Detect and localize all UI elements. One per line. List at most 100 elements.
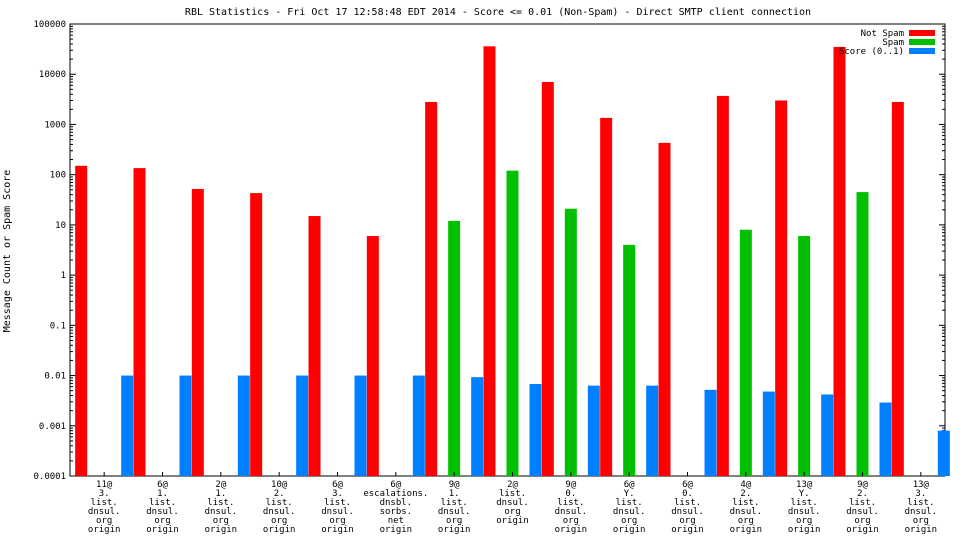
category-label-line: origin (846, 525, 879, 535)
category-label-line: list. (791, 498, 818, 508)
category-label-line: 2@ (215, 480, 226, 490)
bar-score (237, 375, 250, 476)
category-labels: 11@3.list.dnsul.orgorigin6@1.list.dnsul.… (88, 472, 937, 535)
category-label-line: 9@ (449, 480, 460, 490)
category-label-line: 10@ (271, 480, 288, 490)
category-label-line: 4@ (740, 480, 751, 490)
category-label-line: origin (730, 525, 763, 535)
legend-label-not-spam: Not Spam (861, 29, 904, 39)
bar-not-spam (716, 95, 729, 477)
legend-label-score: Score (0..1) (839, 47, 904, 57)
bar-score (296, 375, 309, 476)
category-label-line: 0. (682, 489, 693, 499)
y-tick-label: 0.1 (50, 321, 66, 331)
y-tick-label: 100000 (33, 20, 66, 30)
category-label-line: origin (671, 525, 704, 535)
bar-not-spam (308, 216, 321, 476)
bar-not-spam (133, 168, 146, 476)
category-label-line: dnsul. (730, 507, 763, 517)
category-label-line: org (271, 516, 287, 526)
legend-swatch-spam (909, 39, 935, 45)
bar-not-spam (541, 82, 554, 476)
bar-spam (506, 170, 519, 476)
category-label-line: org (96, 516, 112, 526)
bar-not-spam (483, 46, 496, 476)
category-label-line: org (329, 516, 345, 526)
legend-swatch-score (909, 48, 935, 54)
category-label-line: org (504, 507, 520, 517)
category-label-line: 3. (99, 489, 110, 499)
category-label-line: origin (438, 525, 471, 535)
category-label-line: dnsul. (905, 507, 938, 517)
category-label-line: dnsul. (263, 507, 296, 517)
category-label-line: dnsul. (671, 507, 704, 517)
bar-score (821, 394, 834, 476)
category-label-line: org (446, 516, 462, 526)
category-label-line: origin (788, 525, 821, 535)
category-label-line: 13@ (796, 480, 813, 490)
category-label-line: org (621, 516, 637, 526)
category-label-line: 2. (857, 489, 868, 499)
bar-spam (739, 229, 752, 476)
category-label-line: 1. (157, 489, 168, 499)
category-label-line: dnsul. (438, 507, 471, 517)
y-tick-label: 1000 (44, 120, 66, 130)
category-label-line: 6@ (624, 480, 635, 490)
category-label-line: list. (849, 498, 876, 508)
bar-spam (564, 208, 577, 477)
category-label-line: org (913, 516, 929, 526)
category-label-line: Y. (799, 489, 810, 499)
category-label-line: list. (674, 498, 701, 508)
category-label-line: origin (205, 525, 238, 535)
category-label-line: 9@ (857, 480, 868, 490)
category-label-line: origin (613, 525, 646, 535)
y-tick-label: 1 (61, 271, 66, 281)
category-label-line: sorbs. (380, 507, 413, 517)
category-label-line: origin (905, 525, 938, 535)
y-tick-label: 10000 (39, 70, 66, 80)
category-label-line: dnsul. (321, 507, 354, 517)
category-label-line: dnsul. (555, 507, 588, 517)
bar-not-spam (833, 46, 846, 476)
bar-score (471, 377, 484, 476)
category-label-line: org (854, 516, 870, 526)
category-label-line: 3. (915, 489, 926, 499)
category-label-line: org (213, 516, 229, 526)
bar-not-spam (191, 188, 204, 476)
category-label-line: origin (263, 525, 296, 535)
category-label-line: 6@ (332, 480, 343, 490)
y-tick-label: 10 (55, 221, 66, 231)
legend-label-spam: Spam (882, 38, 904, 48)
category-label-line: org (679, 516, 695, 526)
category-label-line: dnsul. (788, 507, 821, 517)
bar-spam (856, 192, 869, 476)
category-label-line: 0. (565, 489, 576, 499)
bar-not-spam (75, 165, 88, 476)
bars (75, 46, 950, 477)
category-label-line: org (796, 516, 812, 526)
category-label-line: dnsul. (613, 507, 646, 517)
bar-score (529, 383, 542, 476)
category-label-line: 3. (332, 489, 343, 499)
bar-not-spam (366, 236, 379, 476)
category-label-line: dnsul. (205, 507, 238, 517)
category-label-line: origin (88, 525, 121, 535)
category-label-line: org (154, 516, 170, 526)
category-label-line: dnsbl. (380, 498, 413, 508)
y-axis-label: Message Count or Spam Score (2, 170, 13, 333)
category-label-line: org (738, 516, 754, 526)
category-label-line: list. (149, 498, 176, 508)
bar-not-spam (891, 101, 904, 476)
chart-title: RBL Statistics - Fri Oct 17 12:58:48 EDT… (185, 7, 811, 18)
category-label-line: origin (321, 525, 354, 535)
category-label-line: 6@ (157, 480, 168, 490)
category-label-line: 6@ (682, 480, 693, 490)
bar-not-spam (600, 117, 613, 476)
bar-spam (798, 236, 811, 476)
category-label-line: dnsul. (846, 507, 879, 517)
y-tick-label: 100 (50, 171, 66, 181)
bar-score (179, 375, 192, 476)
category-label-line: dnsul. (146, 507, 179, 517)
